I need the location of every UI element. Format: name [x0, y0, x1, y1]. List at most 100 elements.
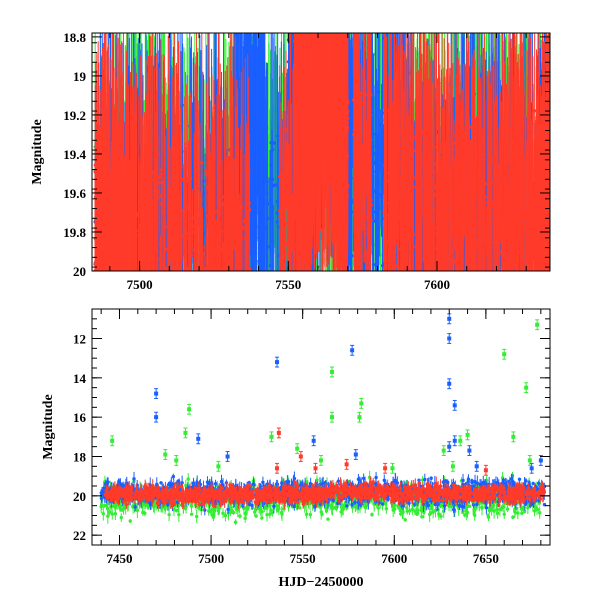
data-point-s0-1063: [373, 288, 376, 291]
data-point-s1-302: [207, 327, 210, 330]
data-point-s1-639: [263, 226, 267, 231]
data-point-s0-454: [225, 300, 228, 303]
data-point-s0-503: [175, 298, 178, 301]
data-point-s1-357: [219, 282, 222, 285]
data-point-s0-78: [120, 313, 123, 316]
data-point-s1-876: [337, 22, 340, 25]
data-point-s0-102: [117, 302, 120, 305]
data-point-s1-98: [110, 291, 113, 294]
data-point-s0-519: [223, 282, 226, 285]
data-point-s1-77: [127, 305, 130, 308]
data-point-s0-496: [213, 276, 216, 279]
data-point-s0-392: [197, 319, 200, 322]
data-point-s1-92: [120, 278, 123, 281]
data-point-s0-1035: [355, 275, 358, 278]
data-point-s0-40: [104, 337, 107, 340]
data-point-s0-422: [217, 284, 220, 287]
data-point-s1-226: [196, 278, 199, 281]
data-point-s0-91: [102, 310, 105, 313]
data-point-s0-150: [131, 352, 134, 355]
data-point-s0-881: [317, 0, 320, 3]
data-point-s0-153: [121, 302, 124, 305]
data-point-s0-4: [104, 299, 107, 302]
data-point-s0-1156: [430, 271, 433, 274]
data-point-s0-575: [271, 303, 274, 306]
data-point-s1-607: [253, 98, 257, 103]
data-point-s1-341: [223, 278, 226, 281]
data-point-s0-939: [334, 27, 337, 30]
data-point-s0-407: [225, 336, 228, 339]
data-point-s0-154: [117, 314, 120, 317]
data-point-s1-871: [340, 29, 343, 32]
data-point-s1-150: [191, 284, 194, 287]
data-point-s0-1245: [413, 273, 416, 276]
data-point-s1-338: [199, 281, 202, 284]
data-point-s0-383: [210, 287, 213, 290]
data-point-s1-647: [269, 141, 273, 145]
data-point-s0-431: [205, 302, 208, 305]
data-point-s1-820: [335, 18, 338, 21]
data-point-s0-230: [125, 311, 128, 314]
data-point-s0-1116: [448, 271, 451, 274]
data-point-s0-185: [112, 297, 115, 300]
data-point-s0-186: [100, 283, 103, 286]
data-point-s0-1426: [468, 295, 471, 298]
data-point-s0-946: [316, 17, 319, 20]
data-point-s1-213: [180, 285, 183, 288]
data-point-s0-57: [129, 321, 132, 324]
data-point-s0-548: [230, 291, 233, 294]
data-point-s1-811: [331, 28, 334, 31]
data-point-s0-1067: [380, 302, 383, 305]
data-point-s0-576: [270, 298, 273, 301]
data-point-s1-844: [324, 24, 327, 27]
data-point-s1-143: [102, 271, 105, 274]
data-point-s1-817: [336, 28, 339, 31]
data-point-s0-1289: [453, 283, 456, 286]
data-point-s1-833: [329, 6, 332, 9]
data-point-s0-141: [123, 307, 126, 310]
data-point-s0-187: [115, 335, 118, 338]
data-point-s1-342: [215, 274, 218, 277]
data-point-s0-1481: [509, 350, 512, 353]
data-point-s0-1525: [521, 321, 524, 324]
data-point-s0-104: [99, 314, 102, 317]
data-point-s0-128: [115, 317, 118, 320]
data-point-s0-543: [246, 280, 249, 283]
data-point-s0-1564: [542, 292, 545, 295]
data-point-s0-582: [237, 319, 240, 322]
data-point-s0-233: [123, 304, 126, 307]
data-point-s0-656: [247, 306, 250, 309]
data-point-s0-19: [94, 305, 97, 308]
data-point-s0-1217: [413, 284, 416, 287]
data-point-s1-116: [107, 274, 110, 277]
data-point-s0-1123: [436, 294, 439, 297]
data-point-s0-683: [267, 133, 271, 138]
data-point-s0-536: [194, 337, 197, 340]
data-point-s0-1249: [413, 273, 416, 276]
data-point-s0-241: [125, 370, 128, 373]
data-point-s1-135: [130, 320, 133, 323]
data-point-s0-603: [244, 272, 247, 275]
data-point-s1-48: [116, 321, 119, 324]
data-point-s0-589: [238, 288, 241, 291]
data-point-s0-193: [94, 331, 97, 334]
data-point-s0-752: [299, 304, 302, 307]
data-point-s0-1085: [379, 29, 382, 32]
data-point-s0-210: [100, 293, 103, 296]
data-point-s0-37: [105, 372, 108, 375]
data-point-s0-1582: [539, 298, 542, 301]
data-point-s0-42: [106, 338, 109, 341]
data-point-s0-1316: [490, 338, 493, 341]
data-point-s0-482: [208, 279, 211, 282]
data-point-s0-677: [253, 284, 256, 287]
data-point-s0-223: [100, 275, 103, 278]
data-point-s0-62: [112, 280, 115, 283]
data-point-s0-131: [97, 300, 100, 303]
data-point-s1-97: [119, 287, 122, 290]
data-point-s0-67: [96, 274, 99, 277]
data-point-s0-73: [129, 305, 132, 308]
data-point-s0-666: [242, 300, 245, 303]
data-point-s1-145: [125, 342, 128, 345]
data-point-s1-142: [119, 276, 122, 279]
